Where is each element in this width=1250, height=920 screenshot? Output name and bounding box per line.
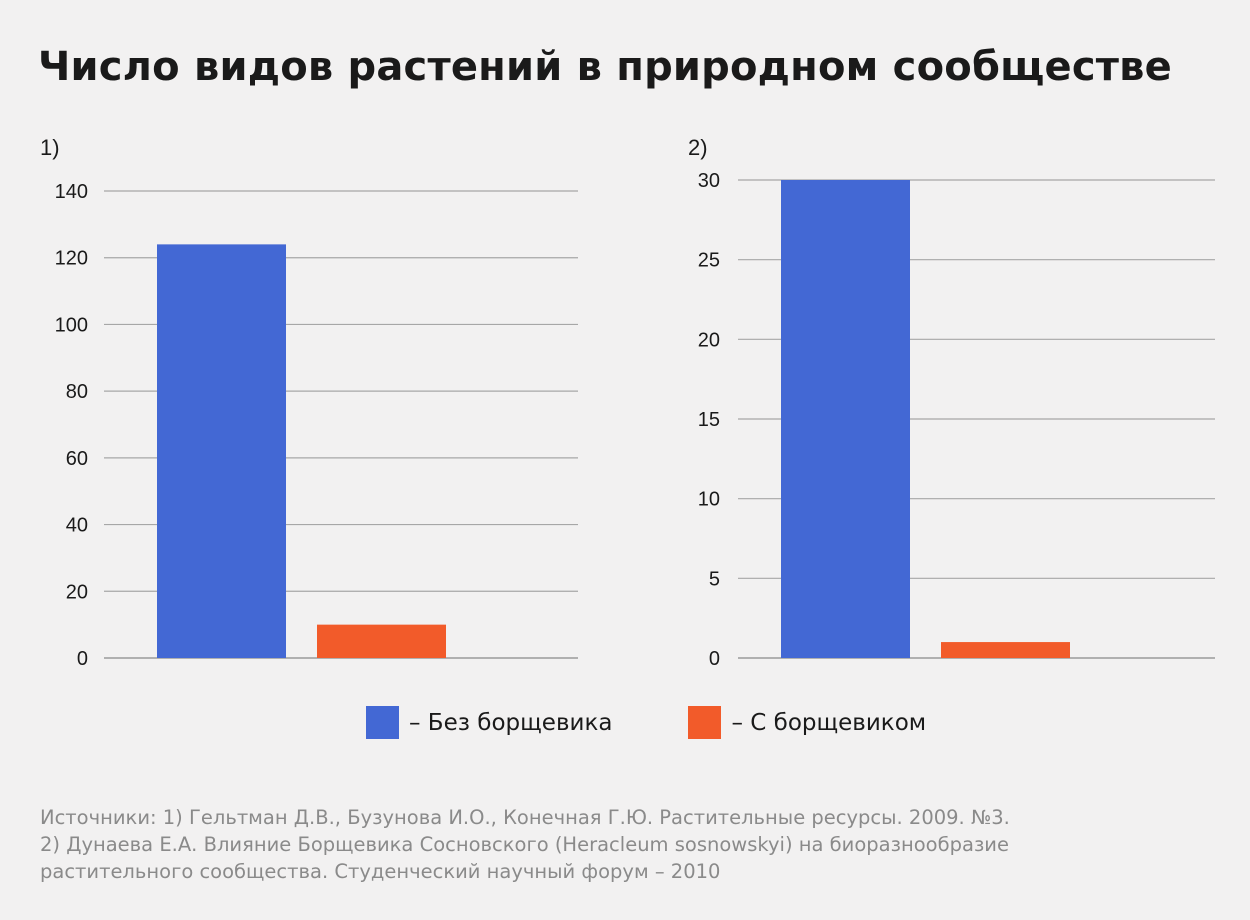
bar [781,180,910,658]
y-tick-label: 80 [66,381,88,403]
y-tick-label: 140 [55,181,88,203]
y-tick-label: 60 [66,448,88,470]
panel-label: 2) [688,135,708,160]
legend-swatch-with [688,706,722,739]
y-tick-label: 100 [55,314,88,336]
y-tick-label: 0 [77,648,88,670]
source-line: 2) Дунаева Е.А. Влияние Борщевика Соснов… [40,833,1009,856]
legend-swatch-without [366,706,399,739]
bar [317,624,446,658]
y-tick-label: 10 [698,489,720,511]
legend-label-without: – Без борщевика [409,709,613,736]
source-line: Источники: 1) Гельтман Д.В., Бузунова И.… [40,806,1010,829]
bar [157,244,286,658]
y-tick-label: 20 [698,329,720,351]
legend-item-without: – Без борщевика [366,706,612,739]
legend: – Без борщевика – С борщевиком [366,706,1002,739]
panel-label: 1) [40,135,60,160]
y-tick-label: 0 [709,648,720,670]
y-tick-label: 120 [55,248,88,270]
source-line: растительного сообщества. Студенческий н… [40,860,721,883]
y-tick-label: 30 [698,170,720,192]
legend-label-with: – С борщевиком [731,709,927,736]
y-tick-label: 20 [66,581,88,603]
chart-title: Число видов растений в природном сообщес… [38,44,1172,90]
legend-item-with: – С борщевиком [688,706,926,739]
bar [941,642,1070,658]
y-tick-label: 15 [698,409,720,431]
y-tick-label: 25 [698,250,720,272]
y-tick-label: 5 [709,568,720,590]
sources-note: Источники: 1) Гельтман Д.В., Бузунова И.… [40,804,1210,885]
y-tick-label: 40 [66,515,88,537]
